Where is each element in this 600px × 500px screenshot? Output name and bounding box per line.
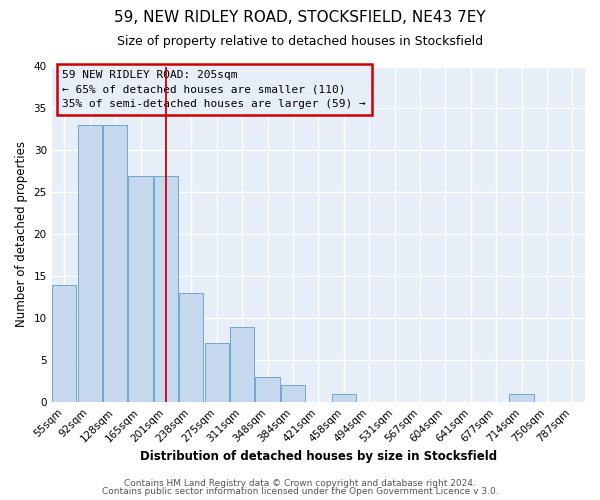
Bar <box>128 176 152 402</box>
X-axis label: Distribution of detached houses by size in Stocksfield: Distribution of detached houses by size … <box>140 450 497 462</box>
Text: Contains public sector information licensed under the Open Government Licence v : Contains public sector information licen… <box>101 487 499 496</box>
Bar <box>154 176 178 402</box>
Text: 59, NEW RIDLEY ROAD, STOCKSFIELD, NE43 7EY: 59, NEW RIDLEY ROAD, STOCKSFIELD, NE43 7… <box>114 10 486 25</box>
Bar <box>256 377 280 402</box>
Bar <box>179 293 203 402</box>
Bar <box>281 386 305 402</box>
Bar <box>332 394 356 402</box>
Text: Contains HM Land Registry data © Crown copyright and database right 2024.: Contains HM Land Registry data © Crown c… <box>124 478 476 488</box>
Text: 59 NEW RIDLEY ROAD: 205sqm
← 65% of detached houses are smaller (110)
35% of sem: 59 NEW RIDLEY ROAD: 205sqm ← 65% of deta… <box>62 70 366 110</box>
Bar <box>77 126 102 402</box>
Bar <box>205 344 229 402</box>
Bar <box>509 394 533 402</box>
Text: Size of property relative to detached houses in Stocksfield: Size of property relative to detached ho… <box>117 35 483 48</box>
Y-axis label: Number of detached properties: Number of detached properties <box>15 142 28 328</box>
Bar <box>230 326 254 402</box>
Bar <box>52 284 76 402</box>
Bar <box>103 126 127 402</box>
